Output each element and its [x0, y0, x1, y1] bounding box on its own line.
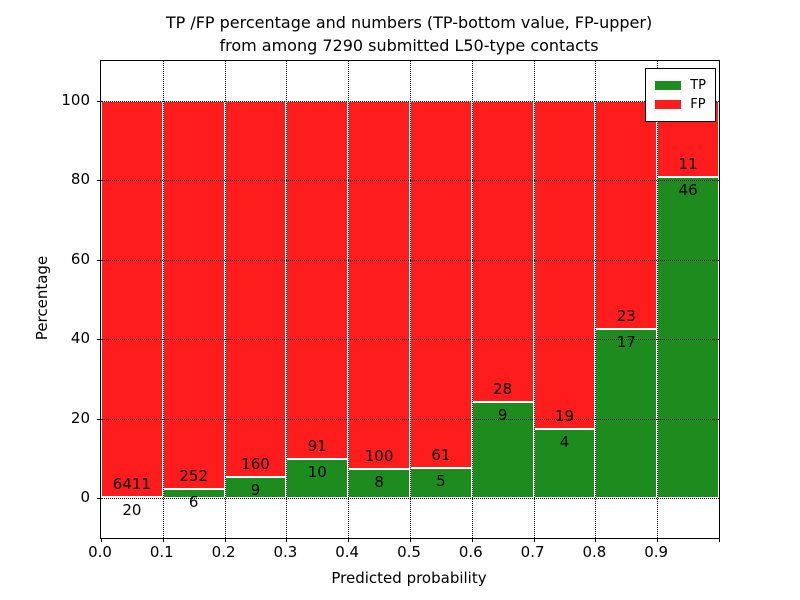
legend-label-tp: TP: [690, 78, 706, 93]
bar-segment-fp: [471, 100, 534, 402]
fp-count-label: 6411: [112, 475, 151, 493]
fp-count-label: 61: [431, 446, 451, 465]
x-tickmark: [162, 538, 164, 542]
vertical-gridline: [657, 61, 659, 538]
bar-segment-fp: [410, 100, 472, 469]
x-tick-label: 0.4: [335, 543, 360, 561]
horizontal-gridline: [101, 339, 719, 341]
x-tickmark: [101, 538, 102, 542]
vertical-gridline: [162, 61, 164, 538]
vertical-gridline: [348, 61, 350, 538]
vertical-gridline: [471, 61, 473, 538]
y-tick-label: 20: [70, 408, 90, 427]
bar-segment-tp: [657, 177, 719, 499]
tp-count-label: 10: [307, 462, 327, 481]
x-tick-label: 0.9: [644, 543, 669, 561]
tp-count-label: 9: [497, 405, 508, 424]
x-tick-label: 0.3: [273, 543, 298, 561]
fp-count-label: 160: [241, 455, 270, 474]
fp-count-label: 91: [307, 436, 327, 455]
tp-count-label: 6: [188, 493, 199, 511]
y-tickmark: [97, 100, 101, 102]
vertical-gridline: [410, 61, 411, 538]
bar-segment-fp: [533, 100, 596, 430]
tp-count-label: 46: [678, 181, 698, 200]
chart-title: TP /FP percentage and numbers (TP-bottom…: [91, 11, 727, 57]
x-tickmark: [657, 538, 659, 542]
horizontal-gridline: [101, 259, 719, 261]
y-tick-label: 80: [70, 170, 90, 189]
y-tickmark: [97, 180, 101, 182]
x-tickmark: [471, 538, 473, 542]
plot-area: 6411 20 252 6 160 9 91 10 100 8 61 5 28 9 19 4 23 17 11 46 …: [97, 60, 720, 542]
y-tickmark: [97, 259, 101, 261]
x-tick-label: 0.8: [582, 543, 607, 561]
fp-count-label: 11: [678, 155, 698, 174]
bar-segment-fp: [101, 100, 163, 497]
x-tickmark: [595, 538, 597, 542]
vertical-gridline: [286, 61, 288, 538]
y-tickmark: [97, 498, 101, 500]
legend: TP FP: [645, 68, 716, 122]
bar-segment-tp: [286, 458, 349, 499]
horizontal-gridline: [101, 418, 719, 420]
chart-title-line2: from among 7290 submitted L50-type conta…: [219, 36, 599, 55]
x-tick-label: 0.2: [211, 543, 236, 561]
x-tick-label: 0.7: [520, 543, 545, 561]
fp-count-label: 28: [493, 379, 513, 398]
x-tick-label: 0.6: [458, 543, 483, 561]
vertical-gridline: [595, 61, 597, 538]
tp-count-label: 8: [374, 472, 384, 491]
fp-count-label: 252: [179, 467, 209, 485]
legend-item-tp: TP: [655, 77, 706, 94]
bar-segment-fp: [286, 100, 349, 459]
vertical-gridline: [224, 61, 226, 538]
y-axis-label: Percentage: [33, 255, 51, 341]
bar-segment-tp: [533, 429, 596, 499]
legend-item-fp: FP: [655, 96, 706, 113]
x-tickmark: [533, 538, 535, 542]
x-tickmark: [348, 538, 350, 542]
x-axis-label: Predicted probability: [331, 569, 487, 587]
x-tick-label: 0.0: [88, 543, 112, 561]
horizontal-gridline: [101, 498, 719, 500]
vertical-gridline: [533, 61, 535, 538]
legend-label-fp: FP: [690, 97, 706, 112]
y-tickmark: [97, 339, 101, 341]
x-tickmark: [719, 538, 720, 542]
bar-segment-fp: [224, 100, 287, 478]
fp-count-label: 23: [616, 307, 636, 326]
fp-color-swatch: [655, 100, 682, 109]
y-tick-label: 40: [70, 329, 90, 348]
bar-segment-fp: [348, 100, 410, 469]
bar-segment-tp: [595, 329, 658, 499]
y-tickmark: [97, 418, 101, 420]
y-tick-label: 0: [80, 488, 90, 507]
horizontal-gridline: [101, 180, 719, 182]
bar-segment-fp: [595, 100, 658, 330]
tp-count-label: 9: [250, 481, 261, 500]
tp-color-swatch: [655, 81, 682, 90]
fp-count-label: 19: [554, 407, 575, 426]
tp-count-label: 20: [122, 501, 142, 519]
y-tick-label: 100: [61, 90, 90, 109]
tp-count-label: 17: [616, 333, 636, 352]
bar-segment-fp: [162, 100, 225, 489]
x-tick-label: 0.5: [397, 543, 421, 561]
tp-count-label: 5: [436, 472, 446, 491]
x-tick-label: 0.1: [149, 543, 174, 561]
tp-count-label: 4: [559, 433, 570, 452]
horizontal-gridline: [101, 100, 719, 102]
x-tickmark: [286, 538, 288, 542]
y-tick-label: 60: [70, 249, 90, 268]
chart-title-line1: TP /FP percentage and numbers (TP-bottom…: [165, 13, 653, 32]
x-tickmark: [410, 538, 411, 542]
fp-count-label: 100: [364, 446, 394, 465]
x-tickmark: [224, 538, 226, 542]
